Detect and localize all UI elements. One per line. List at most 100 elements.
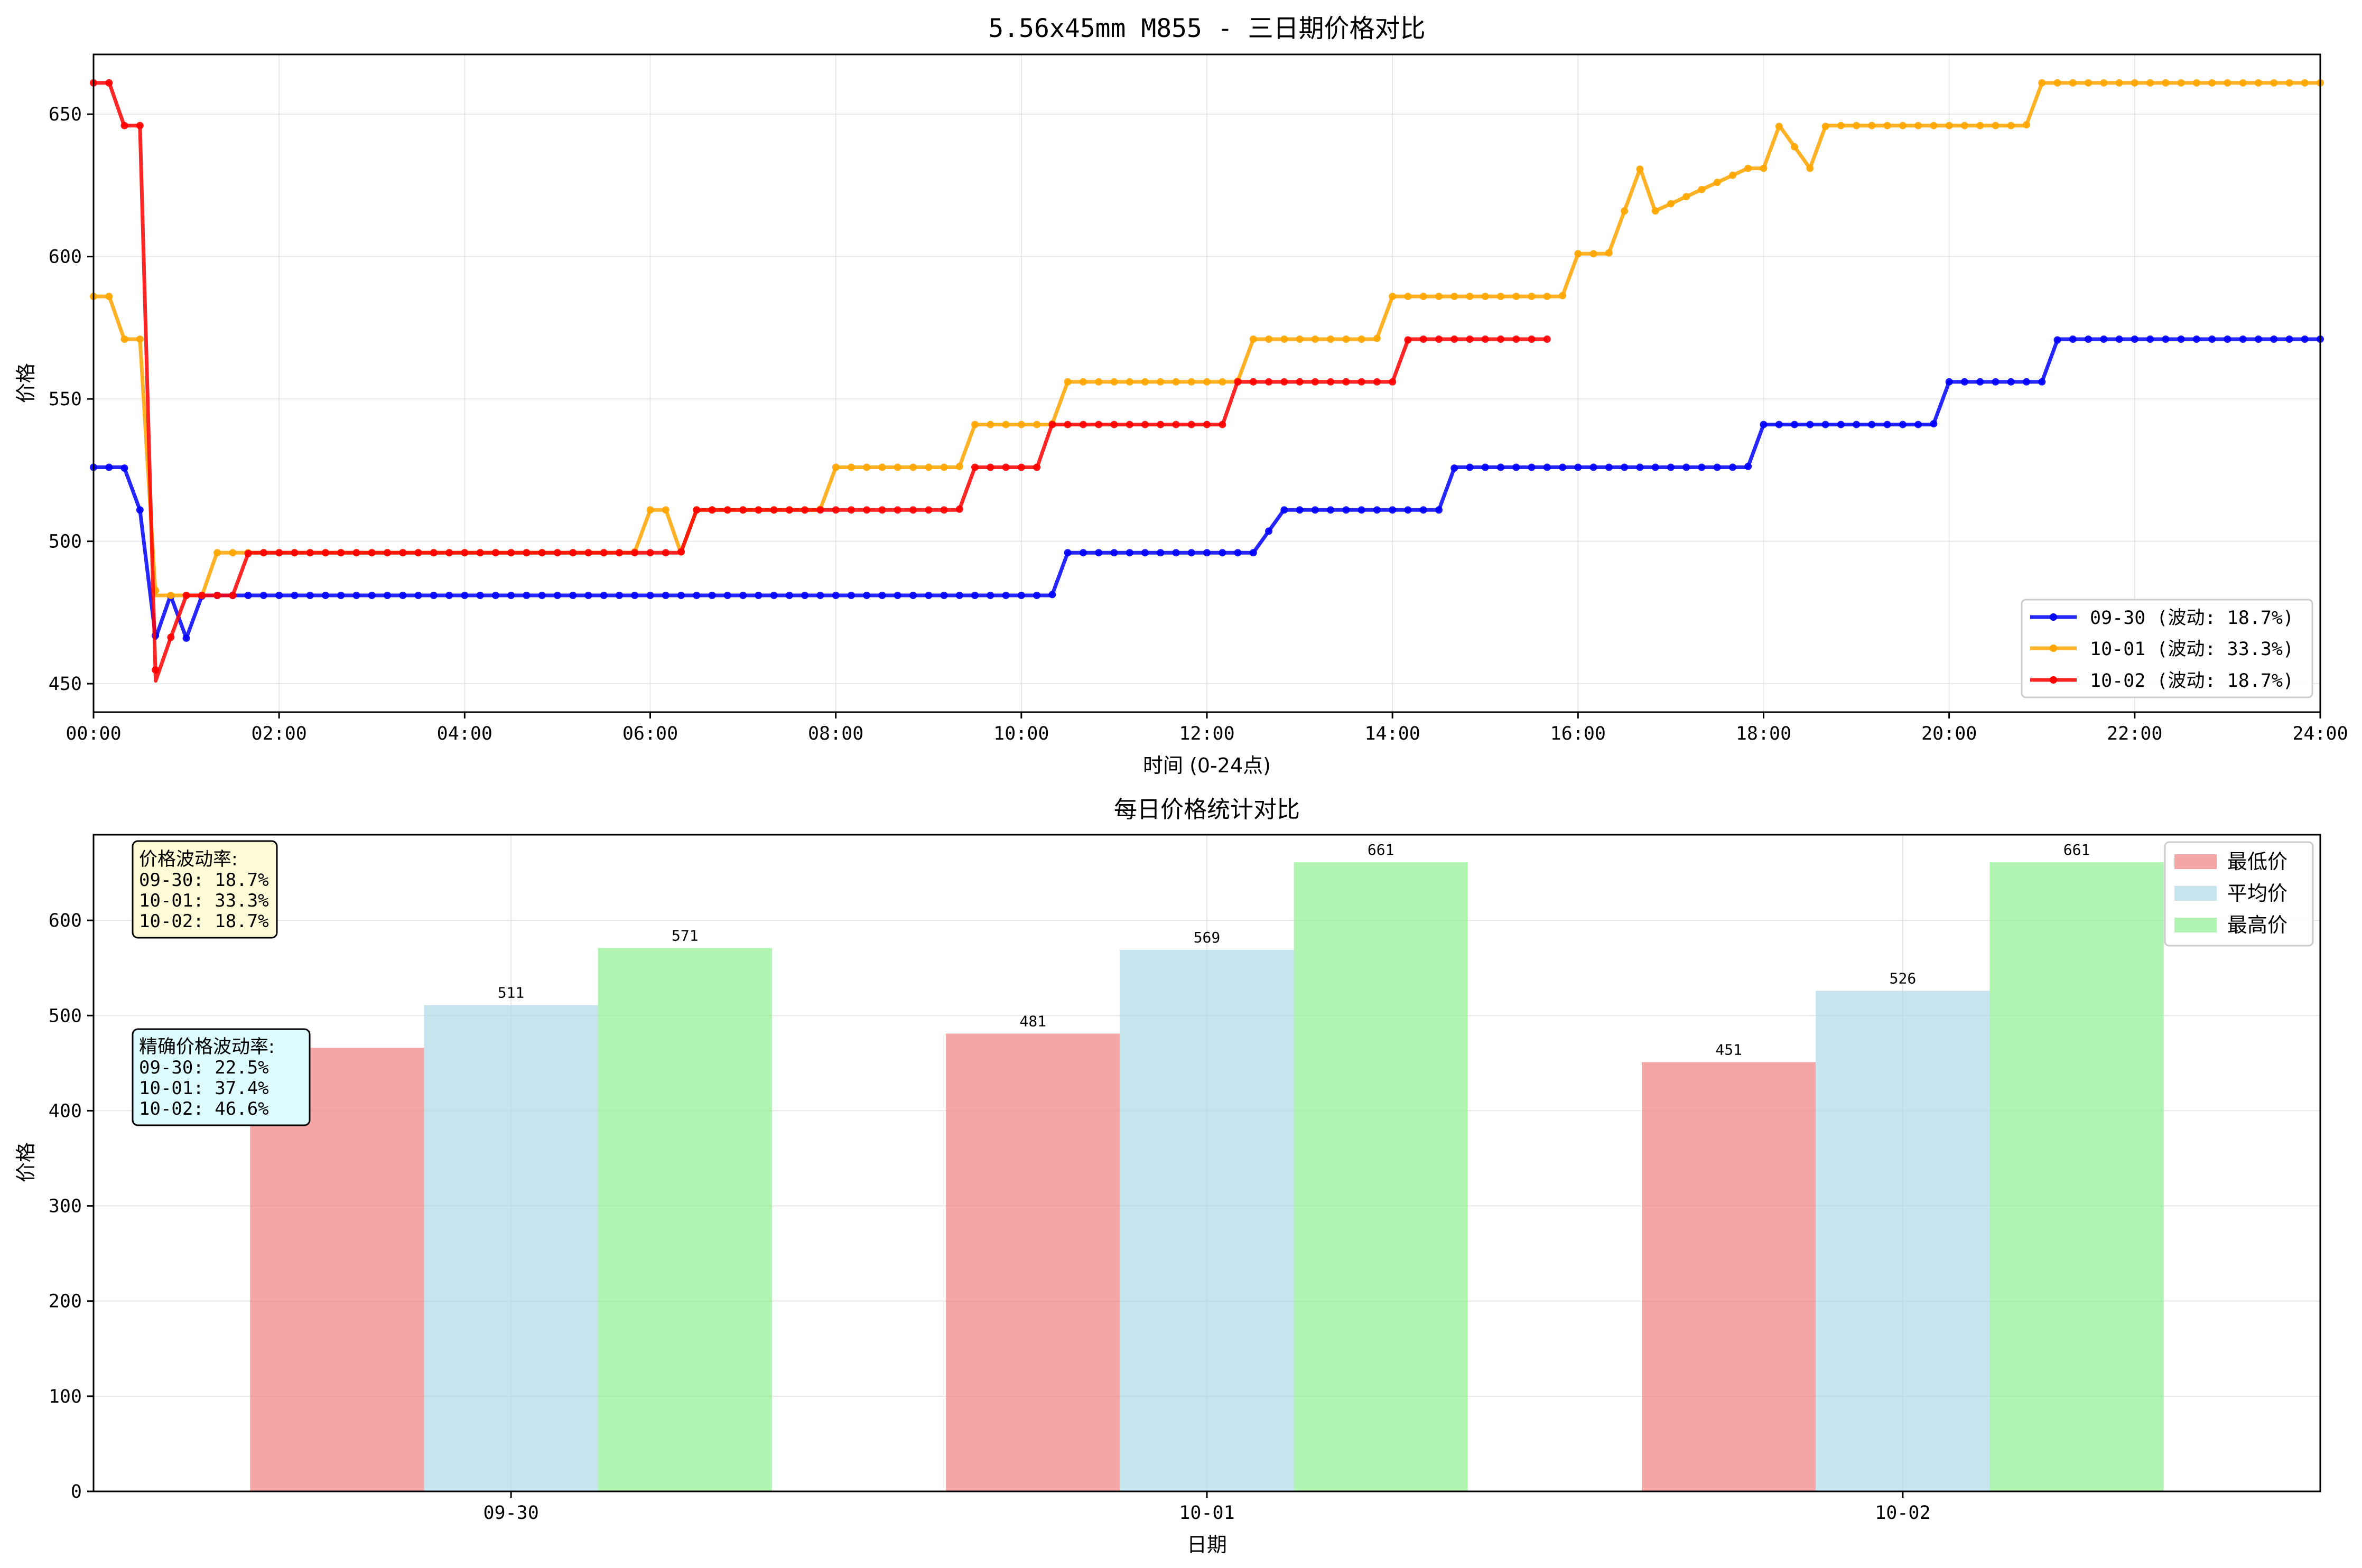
series-point-09-30 [1636, 463, 1644, 471]
series-point-10-01 [1698, 185, 1706, 193]
series-point-09-30 [1574, 463, 1582, 471]
series-point-10-01 [1605, 249, 1613, 257]
line-chart-x-tick-label: 24:00 [2292, 723, 2348, 744]
series-point-10-01 [2239, 79, 2247, 87]
series-point-10-01 [1806, 164, 1814, 172]
series-point-09-30 [1837, 421, 1845, 428]
legend-marker-10-02 [2050, 676, 2057, 684]
series-point-09-30 [847, 592, 855, 599]
series-point-09-30 [1528, 463, 1536, 471]
series-point-10-02 [1296, 378, 1304, 386]
series-point-10-01 [940, 463, 948, 471]
series-point-10-01 [2270, 79, 2278, 87]
series-point-09-30 [1048, 591, 1056, 599]
series-point-09-30 [352, 592, 360, 599]
series-point-10-01 [2285, 79, 2293, 87]
series-point-10-02 [337, 549, 345, 557]
series-point-09-30 [1435, 506, 1443, 514]
series-point-09-30 [1203, 549, 1211, 557]
series-point-10-01 [1435, 293, 1443, 301]
series-point-10-01 [213, 549, 221, 557]
series-point-10-02 [1141, 421, 1149, 428]
line-chart-y-ticks: 450 500 550 600 650 [49, 104, 94, 695]
line-chart-x-tick-label: 20:00 [1921, 723, 1977, 744]
series-point-09-30 [832, 592, 840, 599]
legend-item-max: 最高价 [2174, 913, 2287, 937]
series-point-09-30 [1543, 463, 1551, 471]
series-point-10-01 [1327, 335, 1335, 343]
series-point-10-01 [1729, 171, 1736, 179]
bar-value-label: 661 [2063, 841, 2090, 858]
bar-chart-x-axis-label: 日期 [1187, 1533, 1227, 1556]
series-point-10-02 [120, 122, 128, 129]
series-point-09-30 [1342, 506, 1350, 514]
series-point-09-30 [1079, 549, 1087, 557]
series-point-10-01 [2115, 79, 2123, 87]
series-point-10-02 [1497, 335, 1504, 343]
series-point-10-01 [1682, 193, 1690, 201]
bar-chart-title: 每日价格统计对比 [1114, 796, 1300, 823]
series-point-09-30 [430, 592, 438, 599]
precise-volatility-box-line-1: 09-30: 22.5% [139, 1057, 269, 1078]
series-point-10-02 [1435, 335, 1443, 343]
series-point-09-30 [384, 592, 391, 599]
series-point-10-01 [1280, 335, 1288, 343]
volatility-box-title: 价格波动率: [139, 849, 238, 870]
series-point-09-30 [1095, 549, 1103, 557]
legend-item-10-01: 10-01 (波动: 33.3%) [2030, 639, 2294, 660]
series-point-09-30 [2270, 335, 2278, 343]
series-point-10-02 [1466, 335, 1474, 343]
bar-最高价-10-02 [1989, 862, 2164, 1491]
series-point-10-01 [2007, 122, 2015, 129]
line-chart-x-tick-label: 00:00 [66, 723, 121, 744]
series-point-10-02 [909, 506, 917, 514]
series-point-10-02 [538, 549, 546, 557]
series-point-09-30 [244, 592, 252, 599]
series-point-09-30 [259, 592, 267, 599]
bar-value-label: 451 [1715, 1041, 1742, 1059]
series-point-10-02 [631, 549, 639, 557]
series-point-09-30 [955, 592, 963, 599]
series-point-09-30 [770, 592, 778, 599]
series-point-09-30 [1002, 592, 1010, 599]
series-point-10-02 [1064, 421, 1072, 428]
bar-chart-y-tick-label: 200 [49, 1291, 82, 1312]
series-point-09-30 [569, 592, 577, 599]
series-point-09-30 [693, 592, 701, 599]
series-point-10-02 [708, 506, 716, 514]
series-point-09-30 [2285, 335, 2293, 343]
series-point-09-30 [1744, 462, 1752, 470]
series-point-10-02 [1404, 336, 1412, 344]
series-point-10-02 [1203, 421, 1211, 428]
series-point-10-01 [1419, 293, 1427, 301]
legend-label-min: 最低价 [2227, 850, 2287, 873]
series-point-10-02 [1157, 421, 1165, 428]
series-point-10-01 [832, 463, 840, 471]
series-point-10-01 [925, 463, 933, 471]
series-point-10-01 [1342, 335, 1350, 343]
series-point-09-30 [1141, 549, 1149, 557]
series-point-10-02 [584, 549, 592, 557]
series-point-10-01 [1713, 179, 1721, 186]
series-point-09-30 [1682, 463, 1690, 471]
series-point-10-02 [1543, 335, 1551, 343]
series-point-09-30 [2085, 335, 2092, 343]
series-point-09-30 [1729, 463, 1736, 471]
series-point-10-01 [1528, 293, 1536, 301]
series-point-10-02 [1095, 421, 1103, 428]
series-point-09-30 [785, 592, 793, 599]
series-point-10-02 [553, 549, 561, 557]
series-point-10-01 [1899, 122, 1907, 129]
series-point-09-30 [2208, 335, 2216, 343]
bar-chart-x-tick-label: 09-30 [483, 1502, 538, 1524]
series-point-09-30 [2053, 336, 2061, 344]
series-point-10-02 [1528, 335, 1536, 343]
series-point-10-02 [1172, 421, 1180, 428]
series-point-09-30 [1389, 506, 1397, 514]
series-point-10-02 [755, 506, 762, 514]
series-point-10-01 [1017, 421, 1025, 428]
series-point-10-01 [2146, 79, 2154, 87]
series-point-09-30 [1713, 463, 1721, 471]
series-point-09-30 [1327, 506, 1335, 514]
